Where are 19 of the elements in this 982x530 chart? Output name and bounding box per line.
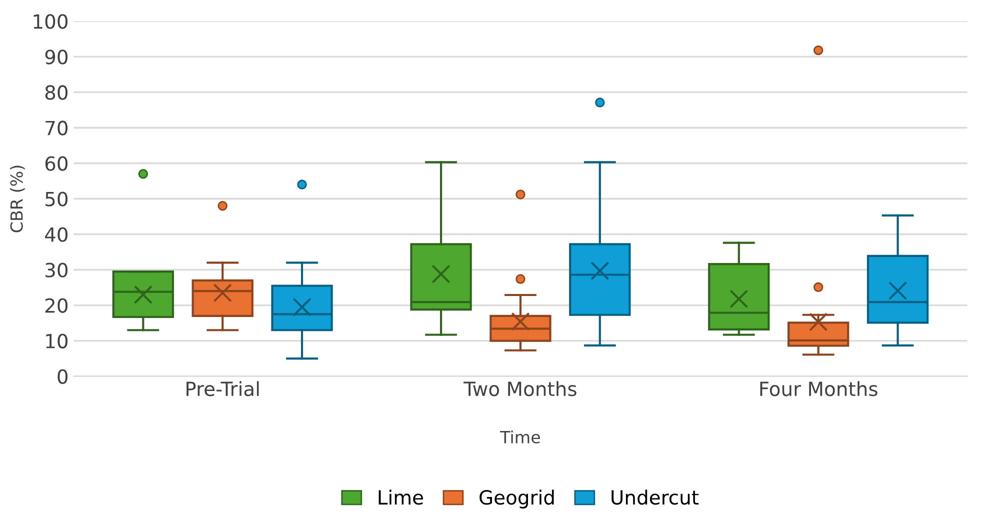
- y-tick-label: 20: [45, 298, 68, 313]
- y-tick-label: 0: [58, 369, 68, 384]
- x-tick-label: Pre-Trial: [186, 381, 259, 396]
- y-tick-label: 90: [45, 50, 68, 64]
- legend-label: Geogrid: [480, 490, 554, 508]
- y-tick-label: 10: [46, 334, 68, 348]
- legend-label: Undercut: [612, 490, 699, 505]
- y-axis-title: CBR (%): [10, 166, 25, 232]
- x-axis-title: Time: [500, 430, 540, 444]
- x-tick-label: Two Months: [464, 381, 576, 396]
- y-tick-label: 70: [46, 120, 68, 136]
- y-tick-label: 40: [44, 227, 68, 242]
- y-tick-label: 80: [45, 85, 68, 100]
- y-tick-label: 30: [46, 262, 68, 278]
- legend-label: Lime: [378, 490, 424, 505]
- y-tick-label: 100: [34, 14, 68, 29]
- x-tick-label: Four Months: [760, 381, 878, 396]
- y-tick-label: 60: [45, 156, 68, 171]
- y-tick-label: 50: [46, 192, 68, 206]
